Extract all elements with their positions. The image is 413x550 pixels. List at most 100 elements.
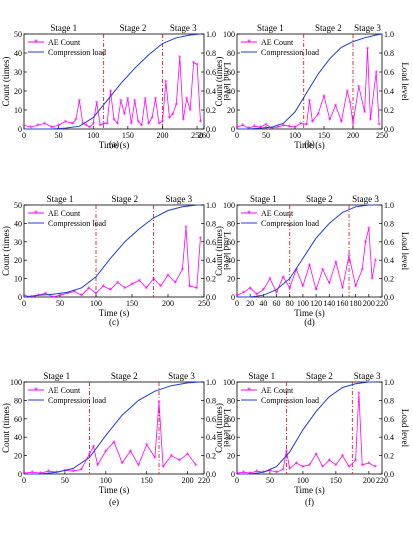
legend-count-marker: * xyxy=(34,386,38,395)
ae-count-point: * xyxy=(377,121,381,129)
x-tick-label: 140 xyxy=(323,299,335,308)
y-right-tick-label: 0.6 xyxy=(206,415,216,424)
ae-count-point: * xyxy=(37,292,41,300)
stage-label: Stage 1 xyxy=(248,371,275,381)
stage-label: Stage 3 xyxy=(168,371,195,381)
plot-frame xyxy=(236,381,383,475)
ae-count-point: * xyxy=(63,467,67,475)
y-right-tick-label: 0.2 xyxy=(206,275,216,284)
ae-count-point: * xyxy=(116,279,120,287)
ae-count-point: * xyxy=(73,288,77,296)
y-left-tick-label: 10 xyxy=(14,275,22,284)
y-left-tick-label: 0 xyxy=(18,125,22,134)
legend-count-label: AE Count xyxy=(261,386,294,395)
ae-count-point: * xyxy=(341,453,345,461)
ae-count-point: * xyxy=(305,121,309,129)
ae-count-point: * xyxy=(374,464,378,472)
y-left-tick-label: 100 xyxy=(223,30,235,39)
ae-count-point: * xyxy=(195,61,199,69)
x-tick-label: 120 xyxy=(310,299,322,308)
x-tick-label: 150 xyxy=(330,476,342,485)
y-right-tick-label: 1.0 xyxy=(384,30,394,39)
stage-label: Stage 2 xyxy=(120,23,147,33)
y-left-tick-label: 50 xyxy=(14,201,22,210)
legend-count-marker: * xyxy=(247,386,251,395)
ae-count-point: * xyxy=(123,285,127,293)
y-right-tick-label: 0.2 xyxy=(384,452,394,461)
ae-count-point: * xyxy=(181,117,185,125)
y-left-tick-label: 100 xyxy=(10,378,22,387)
ae-count-point: * xyxy=(58,292,62,300)
ae-count-point: * xyxy=(363,109,367,117)
ae-count-point: * xyxy=(65,290,69,298)
ae-count-line xyxy=(236,227,376,296)
legend-count-marker: * xyxy=(247,38,251,47)
stage-label: Stage 3 xyxy=(354,371,381,381)
ae-count-point: * xyxy=(282,122,286,130)
stage-label: Stage 2 xyxy=(306,194,333,204)
ae-count-point: * xyxy=(85,122,89,130)
x-tick-label: 100 xyxy=(100,476,112,485)
ae-count-point: * xyxy=(101,283,105,291)
x-tick-label: 20 xyxy=(246,299,254,308)
ae-count-point: * xyxy=(347,464,351,472)
y-left-tick-label: 40 xyxy=(227,87,235,96)
y-right-tick-label: 0.0 xyxy=(206,293,216,302)
y-right-tick-label: 0.2 xyxy=(384,106,394,115)
y-right-axis-label: Load level xyxy=(400,62,410,101)
ae-count-point: * xyxy=(50,124,54,132)
y-left-tick-label: 80 xyxy=(227,219,235,228)
x-axis-label: Time (s) xyxy=(99,140,129,150)
ae-count-point: * xyxy=(30,469,34,477)
y-right-tick-label: 1.0 xyxy=(206,201,216,210)
y-right-axis-label: Load level xyxy=(222,409,232,448)
compression-load-line xyxy=(237,204,376,298)
ae-count-point: * xyxy=(116,120,120,128)
ae-count-point: * xyxy=(199,235,203,243)
y-left-tick-label: 20 xyxy=(14,452,22,461)
ae-count-point: * xyxy=(22,292,26,300)
ae-count-point: * xyxy=(316,111,320,119)
x-tick-label: 0 xyxy=(22,131,26,140)
ae-count-point: * xyxy=(366,45,370,53)
stage-label: Stage 1 xyxy=(43,371,70,381)
ae-count-point: * xyxy=(301,464,305,472)
stage-label: Stage 1 xyxy=(257,23,284,33)
x-tick-label: 200 xyxy=(347,131,359,140)
y-right-tick-label: 1.0 xyxy=(384,201,394,210)
plot-frame xyxy=(23,33,205,130)
stage-label: Stage 1 xyxy=(50,23,77,33)
y-right-tick-label: 0.0 xyxy=(384,470,394,479)
ae-count-point: * xyxy=(119,98,123,106)
x-tick-label: 220 xyxy=(198,476,210,485)
ae-count-point: * xyxy=(281,274,285,282)
y-left-tick-label: 80 xyxy=(227,396,235,405)
ae-count-point: * xyxy=(255,291,259,299)
x-axis-label: Time (s) xyxy=(294,485,324,495)
ae-count-point: * xyxy=(105,120,109,128)
ae-count-point: * xyxy=(285,448,289,456)
ae-count-point: * xyxy=(357,83,361,91)
stage-label: Stage 2 xyxy=(315,23,342,33)
ae-count-point: * xyxy=(354,457,358,465)
y-left-tick-label: 40 xyxy=(14,433,22,442)
x-tick-label: 0 xyxy=(22,299,26,308)
x-tick-label: 260 xyxy=(198,131,210,140)
ae-count-point: * xyxy=(264,121,268,129)
stage-label: Stage 3 xyxy=(170,23,197,33)
ae-count-point: * xyxy=(314,287,318,295)
ae-count-point: * xyxy=(311,118,315,126)
ae-count-point: * xyxy=(288,285,292,293)
legend-count-label: AE Count xyxy=(48,38,81,47)
ae-count-point: * xyxy=(87,285,91,293)
y-right-axis-label: Load level xyxy=(400,232,410,271)
ae-count-point: * xyxy=(334,102,338,110)
y-left-tick-label: 60 xyxy=(227,415,235,424)
ae-count-point: * xyxy=(130,120,134,128)
compression-load-line xyxy=(237,381,376,475)
ae-count-point: * xyxy=(235,292,239,300)
panel-caption: (d) xyxy=(304,317,315,327)
y-right-tick-label: 0.4 xyxy=(206,87,216,96)
ae-count-point: * xyxy=(157,399,161,407)
stage-label: Stage 1 xyxy=(250,194,277,204)
